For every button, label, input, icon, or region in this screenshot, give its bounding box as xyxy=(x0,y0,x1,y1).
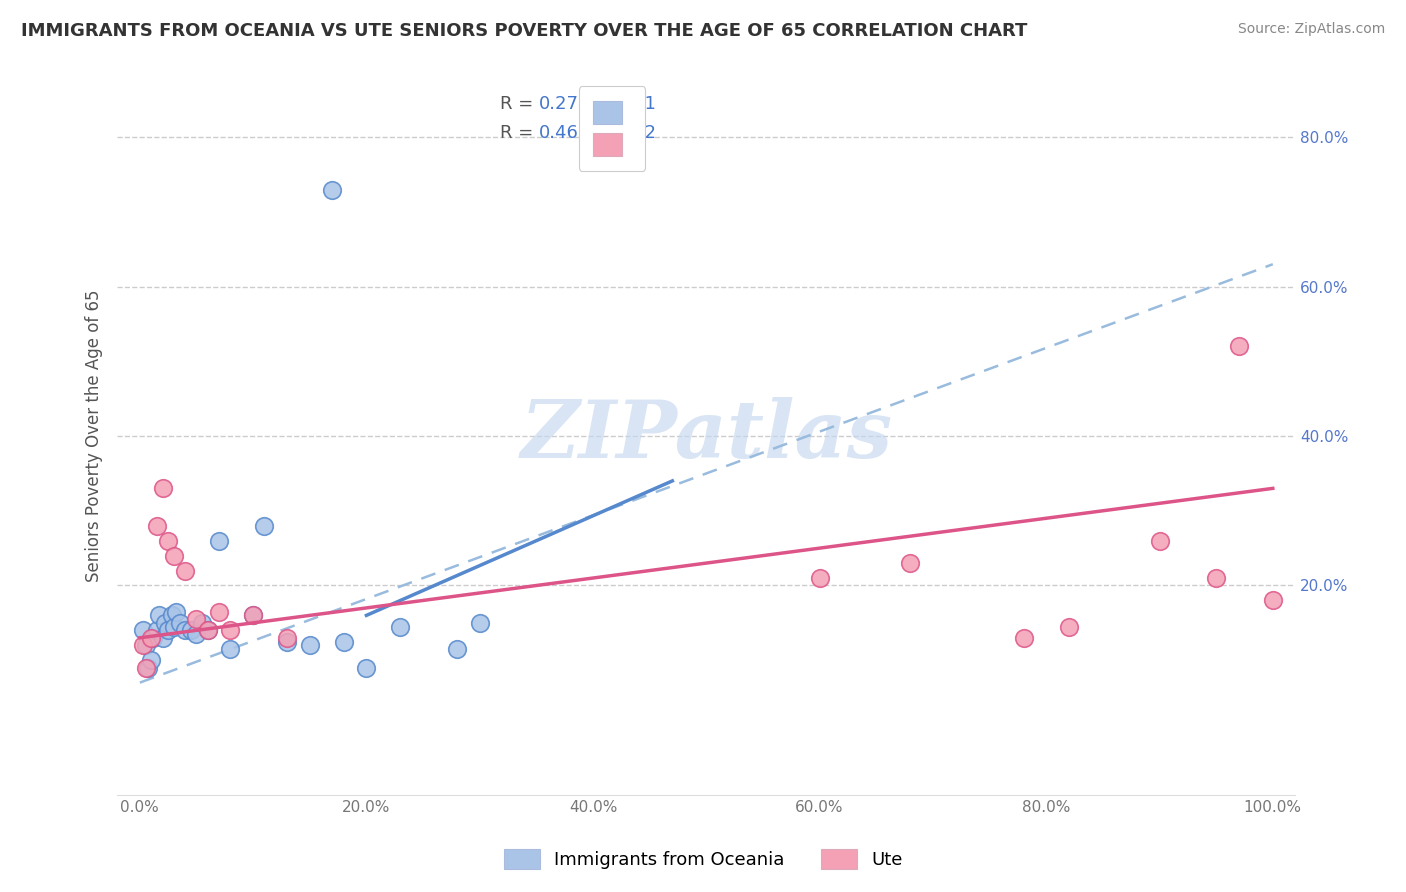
Point xyxy=(134,638,156,652)
Point xyxy=(186,627,208,641)
Point xyxy=(141,631,163,645)
Point xyxy=(1149,533,1171,548)
Point xyxy=(148,608,170,623)
Point xyxy=(208,605,231,619)
Point xyxy=(163,619,186,633)
Text: ZIPatlas: ZIPatlas xyxy=(520,397,893,475)
Point xyxy=(898,556,921,570)
Point xyxy=(219,624,242,638)
Point xyxy=(132,624,155,638)
Text: Source: ZipAtlas.com: Source: ZipAtlas.com xyxy=(1237,22,1385,37)
Y-axis label: Seniors Poverty Over the Age of 65: Seniors Poverty Over the Age of 65 xyxy=(86,290,103,582)
Point xyxy=(333,634,356,648)
Point xyxy=(142,631,165,645)
Text: 0.467: 0.467 xyxy=(538,124,591,142)
Point xyxy=(141,653,163,667)
Point xyxy=(1205,571,1227,585)
Text: 22: 22 xyxy=(633,124,657,142)
Point xyxy=(169,615,191,630)
Point xyxy=(180,624,202,638)
Point xyxy=(1261,593,1284,607)
Legend: , : , xyxy=(579,87,645,170)
Point xyxy=(163,549,186,563)
Point xyxy=(276,631,298,645)
Text: N =: N = xyxy=(595,95,645,113)
Point xyxy=(153,615,176,630)
Text: R =: R = xyxy=(501,95,538,113)
Point xyxy=(253,518,276,533)
Point xyxy=(152,481,174,495)
Point xyxy=(1057,619,1080,633)
Text: 0.274: 0.274 xyxy=(538,95,591,113)
Point xyxy=(1012,631,1035,645)
Point xyxy=(134,661,156,675)
Point xyxy=(389,619,412,633)
Point xyxy=(276,634,298,648)
Point xyxy=(157,624,180,638)
Point xyxy=(132,638,155,652)
Point xyxy=(1227,339,1250,353)
Point xyxy=(242,608,264,623)
Legend: Immigrants from Oceania, Ute: Immigrants from Oceania, Ute xyxy=(495,839,911,879)
Point xyxy=(136,661,159,675)
Point xyxy=(191,615,214,630)
Text: IMMIGRANTS FROM OCEANIA VS UTE SENIORS POVERTY OVER THE AGE OF 65 CORRELATION CH: IMMIGRANTS FROM OCEANIA VS UTE SENIORS P… xyxy=(21,22,1028,40)
Point xyxy=(468,615,491,630)
Point xyxy=(321,182,343,196)
Point xyxy=(160,608,183,623)
Text: N =: N = xyxy=(595,124,645,142)
Text: 31: 31 xyxy=(633,95,657,113)
Point xyxy=(208,533,231,548)
Point xyxy=(174,624,197,638)
Point xyxy=(298,638,321,652)
Point xyxy=(197,624,219,638)
Point xyxy=(157,533,180,548)
Point xyxy=(808,571,831,585)
Point xyxy=(146,624,169,638)
Point xyxy=(219,642,242,657)
Point xyxy=(356,661,378,675)
Text: R =: R = xyxy=(501,124,538,142)
Point xyxy=(146,518,169,533)
Point xyxy=(152,631,174,645)
Point xyxy=(186,612,208,626)
Point xyxy=(446,642,468,657)
Point xyxy=(242,608,264,623)
Point xyxy=(165,605,187,619)
Point xyxy=(174,564,197,578)
Point xyxy=(197,624,219,638)
